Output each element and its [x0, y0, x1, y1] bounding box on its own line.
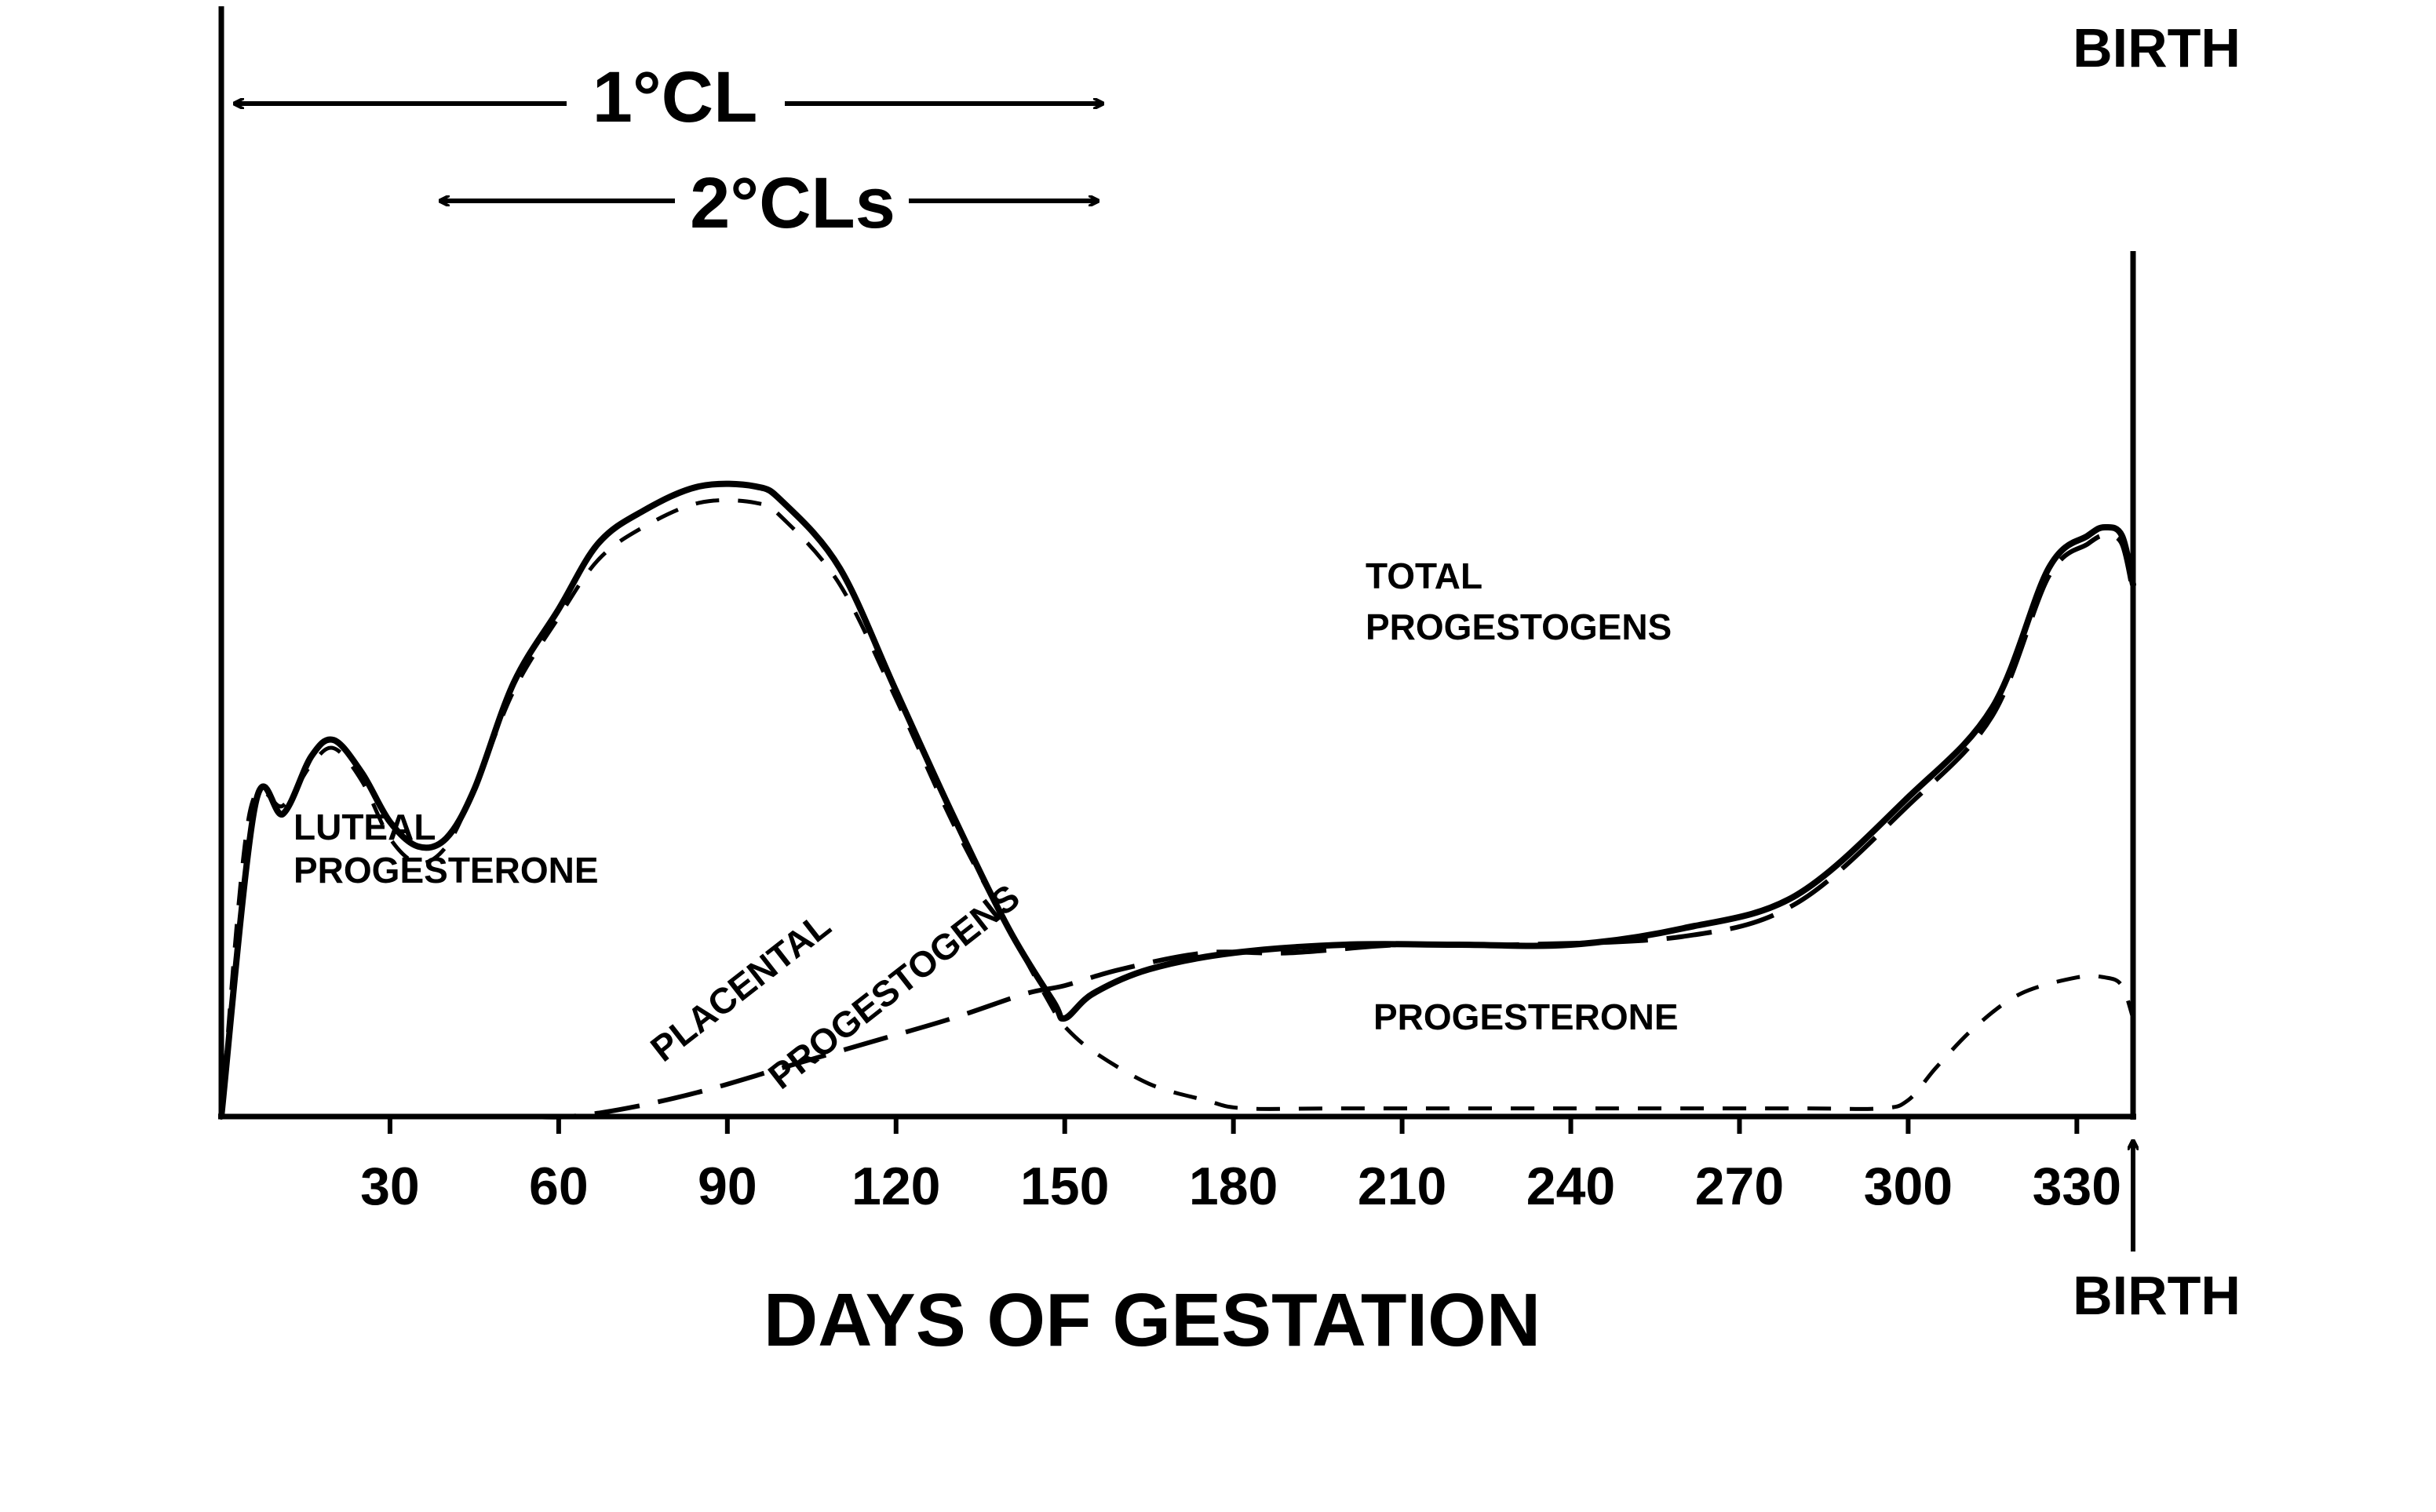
x-axis-title: DAYS OF GESTATION: [764, 1278, 1541, 1362]
x-tick-label: 30: [360, 1157, 420, 1216]
x-tick-label: 180: [1189, 1157, 1278, 1216]
x-tick-label: 120: [852, 1157, 940, 1216]
total-label-line1: TOTAL: [1366, 556, 1482, 596]
series-line-luteal-progesterone: [219, 497, 2135, 1117]
series-group: [218, 480, 2136, 1120]
x-tick-label: 300: [1864, 1157, 1953, 1216]
x-tick-label: 240: [1526, 1157, 1615, 1216]
placental-label-line2: PROGESTOGENS: [760, 876, 1027, 1097]
progesterone-label: PROGESTERONE: [1373, 996, 1679, 1037]
luteal-label-line2: PROGESTERONE: [294, 850, 599, 891]
x-tick-label: 150: [1020, 1157, 1109, 1216]
primary-cl-label: 1°CL: [593, 57, 758, 137]
x-tick-group: 30 60 90 120 150 180 210 240 270 300 330: [360, 1117, 2121, 1216]
x-tick-label: 90: [698, 1157, 757, 1216]
total-label-line2: PROGESTOGENS: [1366, 607, 1672, 647]
x-tick-label: 210: [1358, 1157, 1446, 1216]
x-tick-label: 330: [2033, 1157, 2121, 1216]
birth-bottom-label: BIRTH: [2073, 1265, 2241, 1326]
x-tick-label: 60: [529, 1157, 589, 1216]
luteal-label-line1: LUTEAL: [294, 807, 436, 847]
birth-top-label: BIRTH: [2073, 17, 2241, 78]
secondary-cls-label: 2°CLs: [690, 163, 895, 243]
x-tick-label: 270: [1695, 1157, 1784, 1216]
series-line-total-progestogens: [218, 480, 2136, 1120]
series-line-placental-progestogens: [531, 533, 2135, 1120]
